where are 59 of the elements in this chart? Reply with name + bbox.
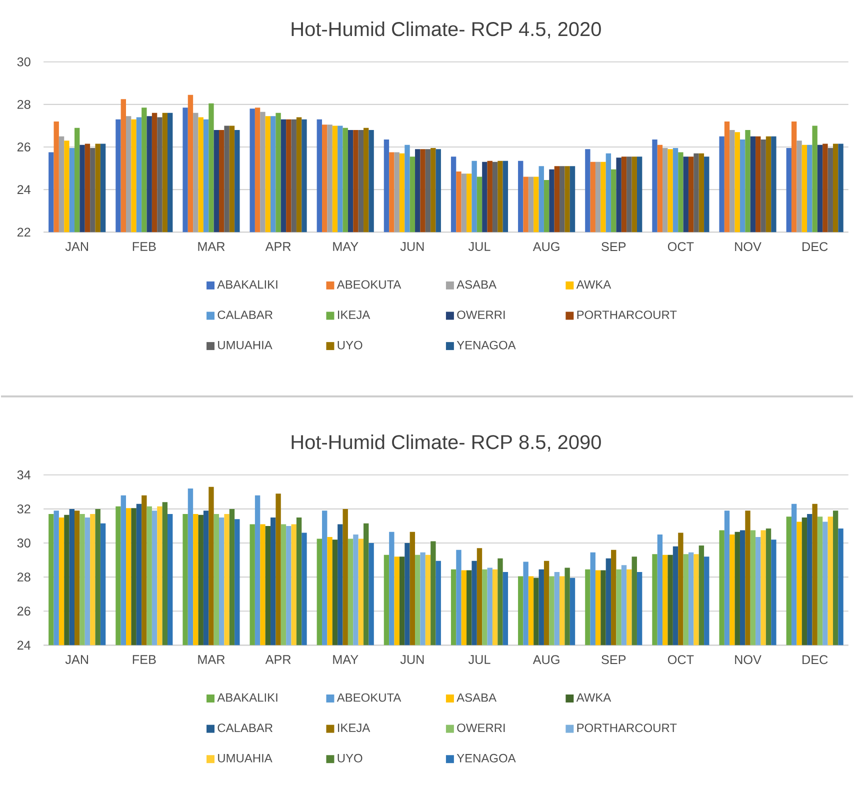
legend-label: AWKA (576, 693, 612, 702)
y-tick-label: 32 (17, 504, 30, 514)
x-tick-label: JUN (400, 655, 424, 664)
legend-label: ABAKALIKI (217, 280, 278, 288)
x-tick-label: AUG (532, 655, 560, 664)
x-tick-label: MAR (198, 655, 225, 664)
x-tick-label: APR (265, 655, 291, 664)
legend-label: ASABA (456, 693, 497, 702)
x-tick-label: SEP (602, 655, 626, 664)
legend-label: UYO (338, 754, 362, 762)
y-tick-label: 26 (17, 606, 30, 616)
legend-label: CALABAR (218, 724, 272, 732)
y-tick-label: 26 (17, 142, 30, 152)
y-tick-label: 22 (17, 228, 30, 236)
legend-label: ABEOKUTA (336, 693, 402, 702)
x-tick-label: JUL (468, 242, 490, 251)
x-tick-label: AUG (532, 242, 560, 252)
x-tick-label: APR (265, 242, 291, 251)
legend-label: IKEJA (338, 724, 370, 732)
x-tick-label: NOV (735, 655, 762, 664)
x-tick-label: FEB (132, 242, 156, 251)
x-tick-label: OCT (668, 655, 694, 664)
legend-label: UMUAHIA (218, 754, 272, 762)
legend-label: OWERRI (457, 310, 505, 319)
legend-label: ABEOKUTA (336, 280, 402, 289)
x-tick-label: JUL (468, 655, 490, 664)
y-tick-label: 34 (17, 470, 31, 480)
x-tick-label: DEC (802, 655, 828, 664)
y-tick-label: 30 (17, 538, 30, 548)
x-tick-label: JUN (400, 242, 424, 251)
y-tick-label: 24 (17, 640, 31, 650)
y-tick-label: 30 (17, 57, 30, 66)
x-tick-label: MAY (333, 655, 358, 664)
x-tick-label: SEP (602, 242, 626, 252)
chart-title: Hot-Humid Climate- RCP 8.5, 2090 (292, 434, 601, 452)
y-tick-label: 24 (17, 185, 31, 194)
x-tick-label: OCT (668, 242, 694, 252)
x-tick-label: MAR (198, 242, 225, 251)
y-tick-label: 28 (17, 572, 30, 582)
legend-label: UMUAHIA (218, 340, 272, 350)
legend-label: OWERRI (457, 724, 505, 732)
legend-label: UYO (338, 340, 362, 350)
legend-label: YENAGOA (456, 754, 516, 762)
chart-title: Hot-Humid Climate- RCP 4.5, 2020 (292, 21, 601, 38)
x-tick-label: NOV (735, 242, 762, 252)
x-tick-label: MAY (333, 242, 358, 251)
y-tick-label: 28 (17, 100, 30, 109)
legend-label: ASABA (456, 280, 497, 289)
x-tick-label: FEB (132, 655, 156, 664)
legend-label: CALABAR (218, 310, 272, 319)
x-tick-label: JAN (65, 655, 88, 664)
legend-label: IKEJA (338, 310, 370, 319)
legend-label: AWKA (576, 280, 612, 288)
legend-label: PORTHARCOURT (577, 724, 677, 732)
x-tick-label: JAN (65, 242, 88, 251)
legend-label: ABAKALIKI (217, 693, 278, 702)
x-tick-label: DEC (802, 242, 828, 252)
legend-label: PORTHARCOURT (577, 310, 677, 319)
legend-label: YENAGOA (456, 340, 516, 350)
